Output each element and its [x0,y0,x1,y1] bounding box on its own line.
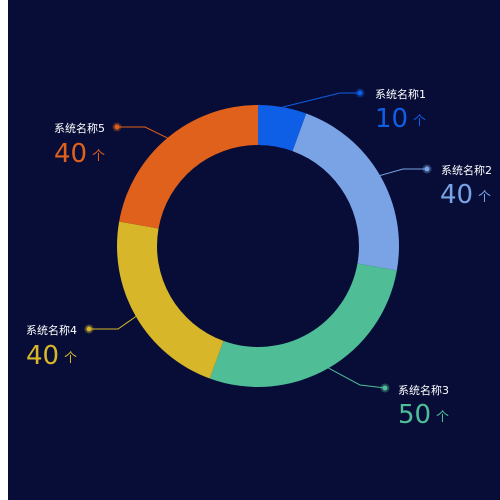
slice-name-label-2: 系统名称2 [441,163,492,177]
donut-slice-5[interactable] [119,105,258,229]
slice-value-label-2: 40 [440,180,473,210]
label-dot-5 [114,124,120,130]
label-dot-2 [424,166,430,172]
label-dot-1 [357,90,363,96]
slice-value-label-1: 10 [375,104,408,134]
slice-unit-label-2: 个 [478,190,491,205]
leader-line-2 [379,168,427,176]
donut-slice-3[interactable] [209,263,397,387]
slice-value-label-4: 40 [26,341,59,371]
slice-name-label-5: 系统名称5 [54,121,105,135]
label-dot-3 [382,385,388,391]
slice-name-label-3: 系统名称3 [398,383,449,397]
chart-panel [8,0,500,500]
slice-unit-label-3: 个 [436,410,449,425]
donut-slice-2[interactable] [292,113,399,271]
leader-line-4 [89,316,137,330]
leader-line-5 [117,126,168,139]
slice-name-label-4: 系统名称4 [26,323,77,337]
slice-value-label-3: 50 [398,400,431,430]
slice-unit-label-5: 个 [92,149,105,164]
donut-slice-1[interactable] [258,105,307,152]
leader-line-1 [282,92,360,108]
leader-line-3 [328,367,386,389]
slice-name-label-1: 系统名称1 [375,87,426,101]
donut-slice-4[interactable] [117,221,224,379]
slice-unit-label-4: 个 [64,351,77,366]
slice-value-label-5: 40 [54,139,87,169]
slice-unit-label-1: 个 [413,114,426,129]
label-dot-4 [86,326,92,332]
